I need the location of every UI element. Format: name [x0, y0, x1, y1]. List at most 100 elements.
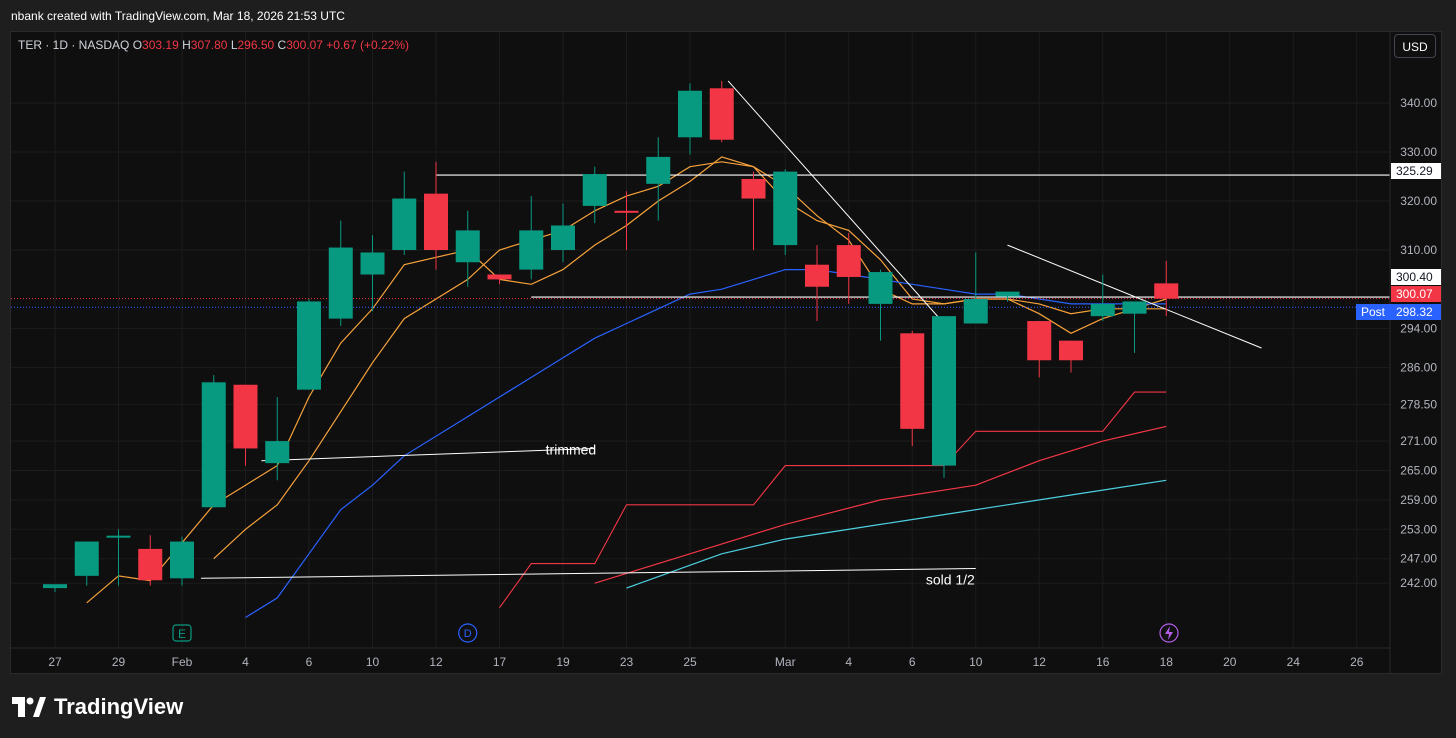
y-tick-label: 278.50 — [1400, 397, 1437, 411]
annotation-trimmed: trimmed — [546, 441, 597, 457]
top-bar: nbank created with TradingView.com, Mar … — [0, 0, 1456, 31]
credit-text: nbank created with TradingView.com, Mar … — [11, 9, 345, 23]
dividend-marker: D — [458, 623, 478, 643]
candle-body — [709, 88, 734, 140]
candle-body — [138, 548, 163, 581]
candle-body — [519, 230, 544, 270]
earnings-marker-label: E — [178, 627, 186, 641]
candle — [1154, 260, 1179, 317]
x-tick-label: 12 — [429, 655, 443, 669]
ma-cyan-line — [626, 479, 1167, 589]
candle — [614, 191, 639, 250]
post-price-tag: 298.32 — [1391, 304, 1441, 320]
candle — [900, 330, 925, 446]
x-tick-label: 25 — [683, 655, 697, 669]
candle — [805, 245, 829, 322]
candle — [741, 171, 766, 250]
trendline-down-1 — [727, 80, 945, 324]
candle-body — [773, 171, 798, 246]
candle-body — [392, 198, 417, 250]
candle-body — [582, 174, 607, 206]
earnings-marker: E — [172, 624, 192, 642]
candle-body — [551, 225, 575, 250]
low-value: 296.50 — [237, 38, 275, 52]
x-tick-label: 19 — [556, 655, 570, 669]
post-label-tag: Post — [1356, 304, 1391, 320]
x-tick-label: 16 — [1096, 655, 1110, 669]
candle — [963, 252, 988, 324]
drawings: trimmed sold 1/2 — [11, 80, 1390, 588]
candle — [1027, 321, 1052, 378]
candle — [1090, 274, 1115, 322]
candle-body — [455, 230, 480, 263]
candle-body — [360, 252, 385, 275]
tradingview-brand: TradingView — [54, 694, 184, 719]
flash-icon-circle — [1159, 623, 1179, 643]
x-tick-label: 6 — [909, 655, 916, 669]
trendline-down-2 — [1007, 244, 1262, 349]
x-tick-label: 24 — [1287, 655, 1301, 669]
y-tick-label: 271.00 — [1400, 434, 1437, 448]
symbol-label: TER · 1D · NASDAQ — [18, 38, 130, 52]
candle — [424, 161, 448, 270]
candle-body — [836, 245, 861, 277]
candle — [646, 137, 671, 221]
footer — [0, 674, 1456, 738]
ema-slow-line — [213, 161, 1167, 560]
x-tick-label: 27 — [48, 655, 62, 669]
x-tick-label: 18 — [1160, 655, 1174, 669]
earnings-marker-box — [172, 624, 192, 642]
candle — [551, 203, 575, 263]
y-tick-label: 310.00 — [1400, 243, 1437, 257]
candle-body — [932, 316, 956, 466]
y-tick-label: 294.00 — [1400, 321, 1437, 335]
support-step-line — [499, 391, 1167, 609]
candle-body — [678, 90, 702, 138]
candle-body — [741, 178, 766, 199]
candle-body — [297, 301, 321, 390]
low-label: L — [230, 38, 238, 52]
x-tick-label: 4 — [242, 655, 249, 669]
tradingview-logo-icon — [12, 697, 46, 717]
candle-body — [1027, 321, 1052, 361]
candle — [360, 235, 385, 312]
y-tick-label: 330.00 — [1400, 145, 1437, 159]
candle — [170, 536, 194, 586]
candle-body — [328, 247, 353, 319]
x-tick-label: 23 — [620, 655, 634, 669]
candle — [328, 220, 353, 326]
candle-body — [106, 535, 131, 538]
candle-body — [868, 272, 893, 304]
candle-body — [43, 584, 67, 589]
close-value: 300.07 — [286, 38, 323, 52]
annotation-sold-half: sold 1/2 — [926, 572, 975, 588]
candle-body — [74, 541, 99, 576]
y-tick-label: 265.00 — [1400, 464, 1437, 478]
currency-button[interactable]: USD — [1394, 34, 1436, 58]
candle — [487, 274, 512, 285]
candle-body — [805, 264, 829, 287]
tradingview-logo[interactable]: TradingView — [12, 694, 183, 720]
open-value: 303.19 — [142, 38, 179, 52]
candle — [773, 169, 798, 255]
candle — [74, 541, 99, 586]
candle — [392, 171, 417, 255]
x-tick-label: 6 — [306, 655, 313, 669]
close-label: C — [277, 38, 287, 52]
trimmed-line — [261, 447, 595, 462]
candle — [455, 210, 480, 287]
dividend-marker-circle — [458, 623, 478, 643]
candle-body — [900, 333, 925, 429]
candle-body — [646, 156, 671, 184]
candle — [233, 384, 258, 466]
x-tick-label: Mar — [775, 655, 796, 669]
candle-body — [995, 291, 1020, 297]
candle — [1122, 301, 1147, 353]
candle — [201, 374, 226, 508]
flash-icon-bolt — [1165, 626, 1173, 640]
candle — [1059, 340, 1083, 373]
candle-body — [1154, 283, 1179, 299]
last-price-tag: 300.07 — [1391, 286, 1441, 302]
